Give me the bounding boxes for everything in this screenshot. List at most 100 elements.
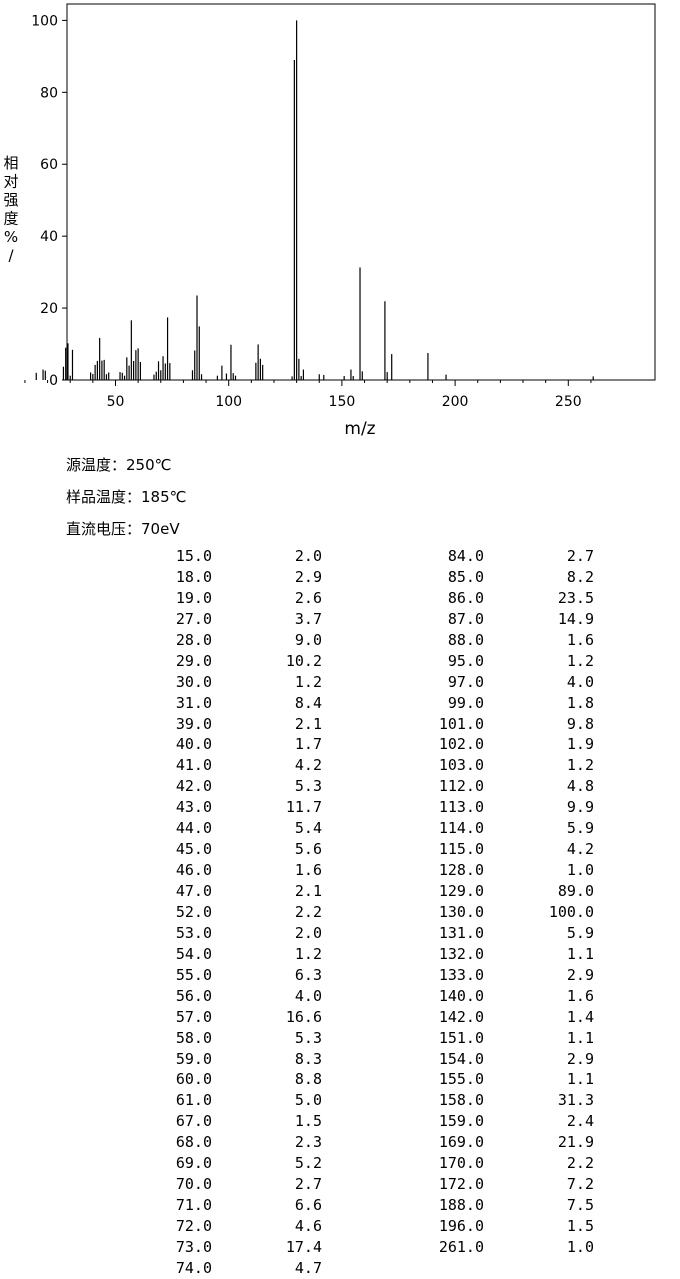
mz-value: 72.0 bbox=[175, 1217, 212, 1235]
intensity-value: 8.3 bbox=[294, 1049, 322, 1068]
intensity-value: 2.2 bbox=[566, 1154, 594, 1173]
mz-value: 115.0 bbox=[438, 840, 484, 859]
y-tick-label: 80 bbox=[40, 85, 58, 101]
mz-value: 87.0 bbox=[447, 609, 484, 628]
intensity-value: 5.9 bbox=[566, 923, 594, 942]
intensity-value: 5.2 bbox=[294, 1154, 322, 1173]
mz-value: 103.0 bbox=[438, 756, 484, 775]
mz-value: 70.0 bbox=[175, 1175, 212, 1194]
mz-value: 41.0 bbox=[175, 756, 212, 775]
mz-value: 114.0 bbox=[438, 819, 484, 838]
source-temperature: 源温度：250℃ bbox=[66, 456, 172, 474]
intensity-value: 1.7 bbox=[294, 735, 322, 754]
mz-value: 69.0 bbox=[175, 1154, 212, 1173]
intensity-value: 1.2 bbox=[566, 756, 594, 775]
intensity-value: 1.6 bbox=[566, 630, 594, 649]
x-tick-label: 200 bbox=[442, 394, 469, 410]
x-tick-label: 150 bbox=[329, 394, 356, 410]
intensity-value: 1.5 bbox=[294, 1112, 322, 1131]
intensity-value: 9.9 bbox=[566, 798, 594, 817]
intensity-value: 1.8 bbox=[566, 693, 594, 712]
mz-value: 133.0 bbox=[438, 965, 484, 984]
y-axis-ticks: 0 20 40 60 80 100 bbox=[31, 13, 67, 389]
intensity-value: 2.0 bbox=[294, 547, 322, 565]
intensity-value: 4.0 bbox=[294, 986, 322, 1005]
mz-value: 53.0 bbox=[175, 923, 212, 942]
intensity-value: 89.0 bbox=[557, 882, 594, 900]
mz-value: 47.0 bbox=[175, 882, 212, 900]
mz-value: 57.0 bbox=[175, 1007, 212, 1026]
mz-value: 67.0 bbox=[175, 1112, 212, 1131]
mz-value: 59.0 bbox=[175, 1049, 212, 1068]
mz-value: 95.0 bbox=[447, 651, 484, 670]
mz-value: 196.0 bbox=[438, 1217, 484, 1235]
dc-voltage: 直流电压：70eV bbox=[66, 520, 180, 538]
mz-value: 19.0 bbox=[175, 588, 212, 607]
y-tick-label: 0 bbox=[49, 373, 58, 389]
mz-value: 71.0 bbox=[175, 1196, 212, 1215]
x-tick-label: 250 bbox=[555, 394, 582, 410]
intensity-value: 5.9 bbox=[566, 819, 594, 838]
intensity-value: 2.1 bbox=[294, 714, 322, 733]
intensity-value: 2.6 bbox=[294, 588, 322, 607]
intensity-value: 5.3 bbox=[294, 1028, 322, 1047]
y-tick-label: 60 bbox=[40, 157, 58, 173]
intensity-value: 2.4 bbox=[566, 1112, 594, 1131]
mz-value: 54.0 bbox=[175, 944, 212, 963]
mz-value: 30.0 bbox=[175, 672, 212, 691]
intensity-value: 2.9 bbox=[566, 965, 594, 984]
mz-value: 129.0 bbox=[438, 882, 484, 900]
mz-value: 102.0 bbox=[438, 735, 484, 754]
intensity-value: 1.1 bbox=[566, 1028, 594, 1047]
mz-value: 28.0 bbox=[175, 630, 212, 649]
mz-value: 39.0 bbox=[175, 714, 212, 733]
intensity-value: 2.9 bbox=[294, 567, 322, 586]
mz-value: 112.0 bbox=[438, 777, 484, 796]
intensity-value: 7.5 bbox=[566, 1196, 594, 1215]
mz-value: 58.0 bbox=[175, 1028, 212, 1047]
mz-value: 88.0 bbox=[447, 630, 484, 649]
mz-value: 261.0 bbox=[438, 1237, 484, 1256]
mz-value: 101.0 bbox=[438, 714, 484, 733]
intensity-value: 4.2 bbox=[566, 840, 594, 859]
mz-value: 15.0 bbox=[175, 547, 212, 565]
intensity-value: 5.4 bbox=[294, 819, 322, 838]
intensity-value: 2.7 bbox=[294, 1175, 322, 1194]
intensity-value: 23.5 bbox=[557, 588, 594, 607]
intensity-value: 4.6 bbox=[294, 1217, 322, 1235]
mz-value: 45.0 bbox=[175, 840, 212, 859]
x-tick-label: 50 bbox=[107, 394, 125, 410]
mz-value: 172.0 bbox=[438, 1175, 484, 1194]
mz-value: 55.0 bbox=[175, 965, 212, 984]
intensity-value: 7.2 bbox=[566, 1175, 594, 1194]
mz-value: 158.0 bbox=[438, 1091, 484, 1110]
mz-value: 132.0 bbox=[438, 944, 484, 963]
mz-value: 43.0 bbox=[175, 798, 212, 817]
intensity-value: 1.2 bbox=[294, 944, 322, 963]
mz-value: 74.0 bbox=[175, 1258, 212, 1277]
mz-value: 154.0 bbox=[438, 1049, 484, 1068]
mz-value: 155.0 bbox=[438, 1070, 484, 1089]
intensity-value: 4.7 bbox=[294, 1258, 322, 1277]
intensity-value: 2.0 bbox=[294, 923, 322, 942]
intensity-value: 5.0 bbox=[294, 1091, 322, 1110]
mz-value: 44.0 bbox=[175, 819, 212, 838]
mz-value: 29.0 bbox=[175, 651, 212, 670]
intensity-value: 5.6 bbox=[294, 840, 322, 859]
y-tick-label: 40 bbox=[40, 229, 58, 245]
intensity-value: 31.3 bbox=[557, 1091, 594, 1110]
intensity-value: 1.9 bbox=[566, 735, 594, 754]
intensity-value: 1.2 bbox=[566, 651, 594, 670]
mz-value: 52.0 bbox=[175, 902, 212, 921]
mz-value: 68.0 bbox=[175, 1133, 212, 1152]
intensity-value: 1.6 bbox=[566, 986, 594, 1005]
mz-value: 159.0 bbox=[438, 1112, 484, 1131]
x-axis-ticks: 50 100 150 200 250 bbox=[24, 380, 592, 410]
mz-value: 31.0 bbox=[175, 693, 212, 712]
intensity-value: 2.2 bbox=[294, 902, 322, 921]
mz-value: 85.0 bbox=[447, 567, 484, 586]
intensity-value: 4.2 bbox=[294, 756, 322, 775]
mz-value: 40.0 bbox=[175, 735, 212, 754]
intensity-value: 1.0 bbox=[566, 1237, 594, 1256]
mz-value: 56.0 bbox=[175, 986, 212, 1005]
